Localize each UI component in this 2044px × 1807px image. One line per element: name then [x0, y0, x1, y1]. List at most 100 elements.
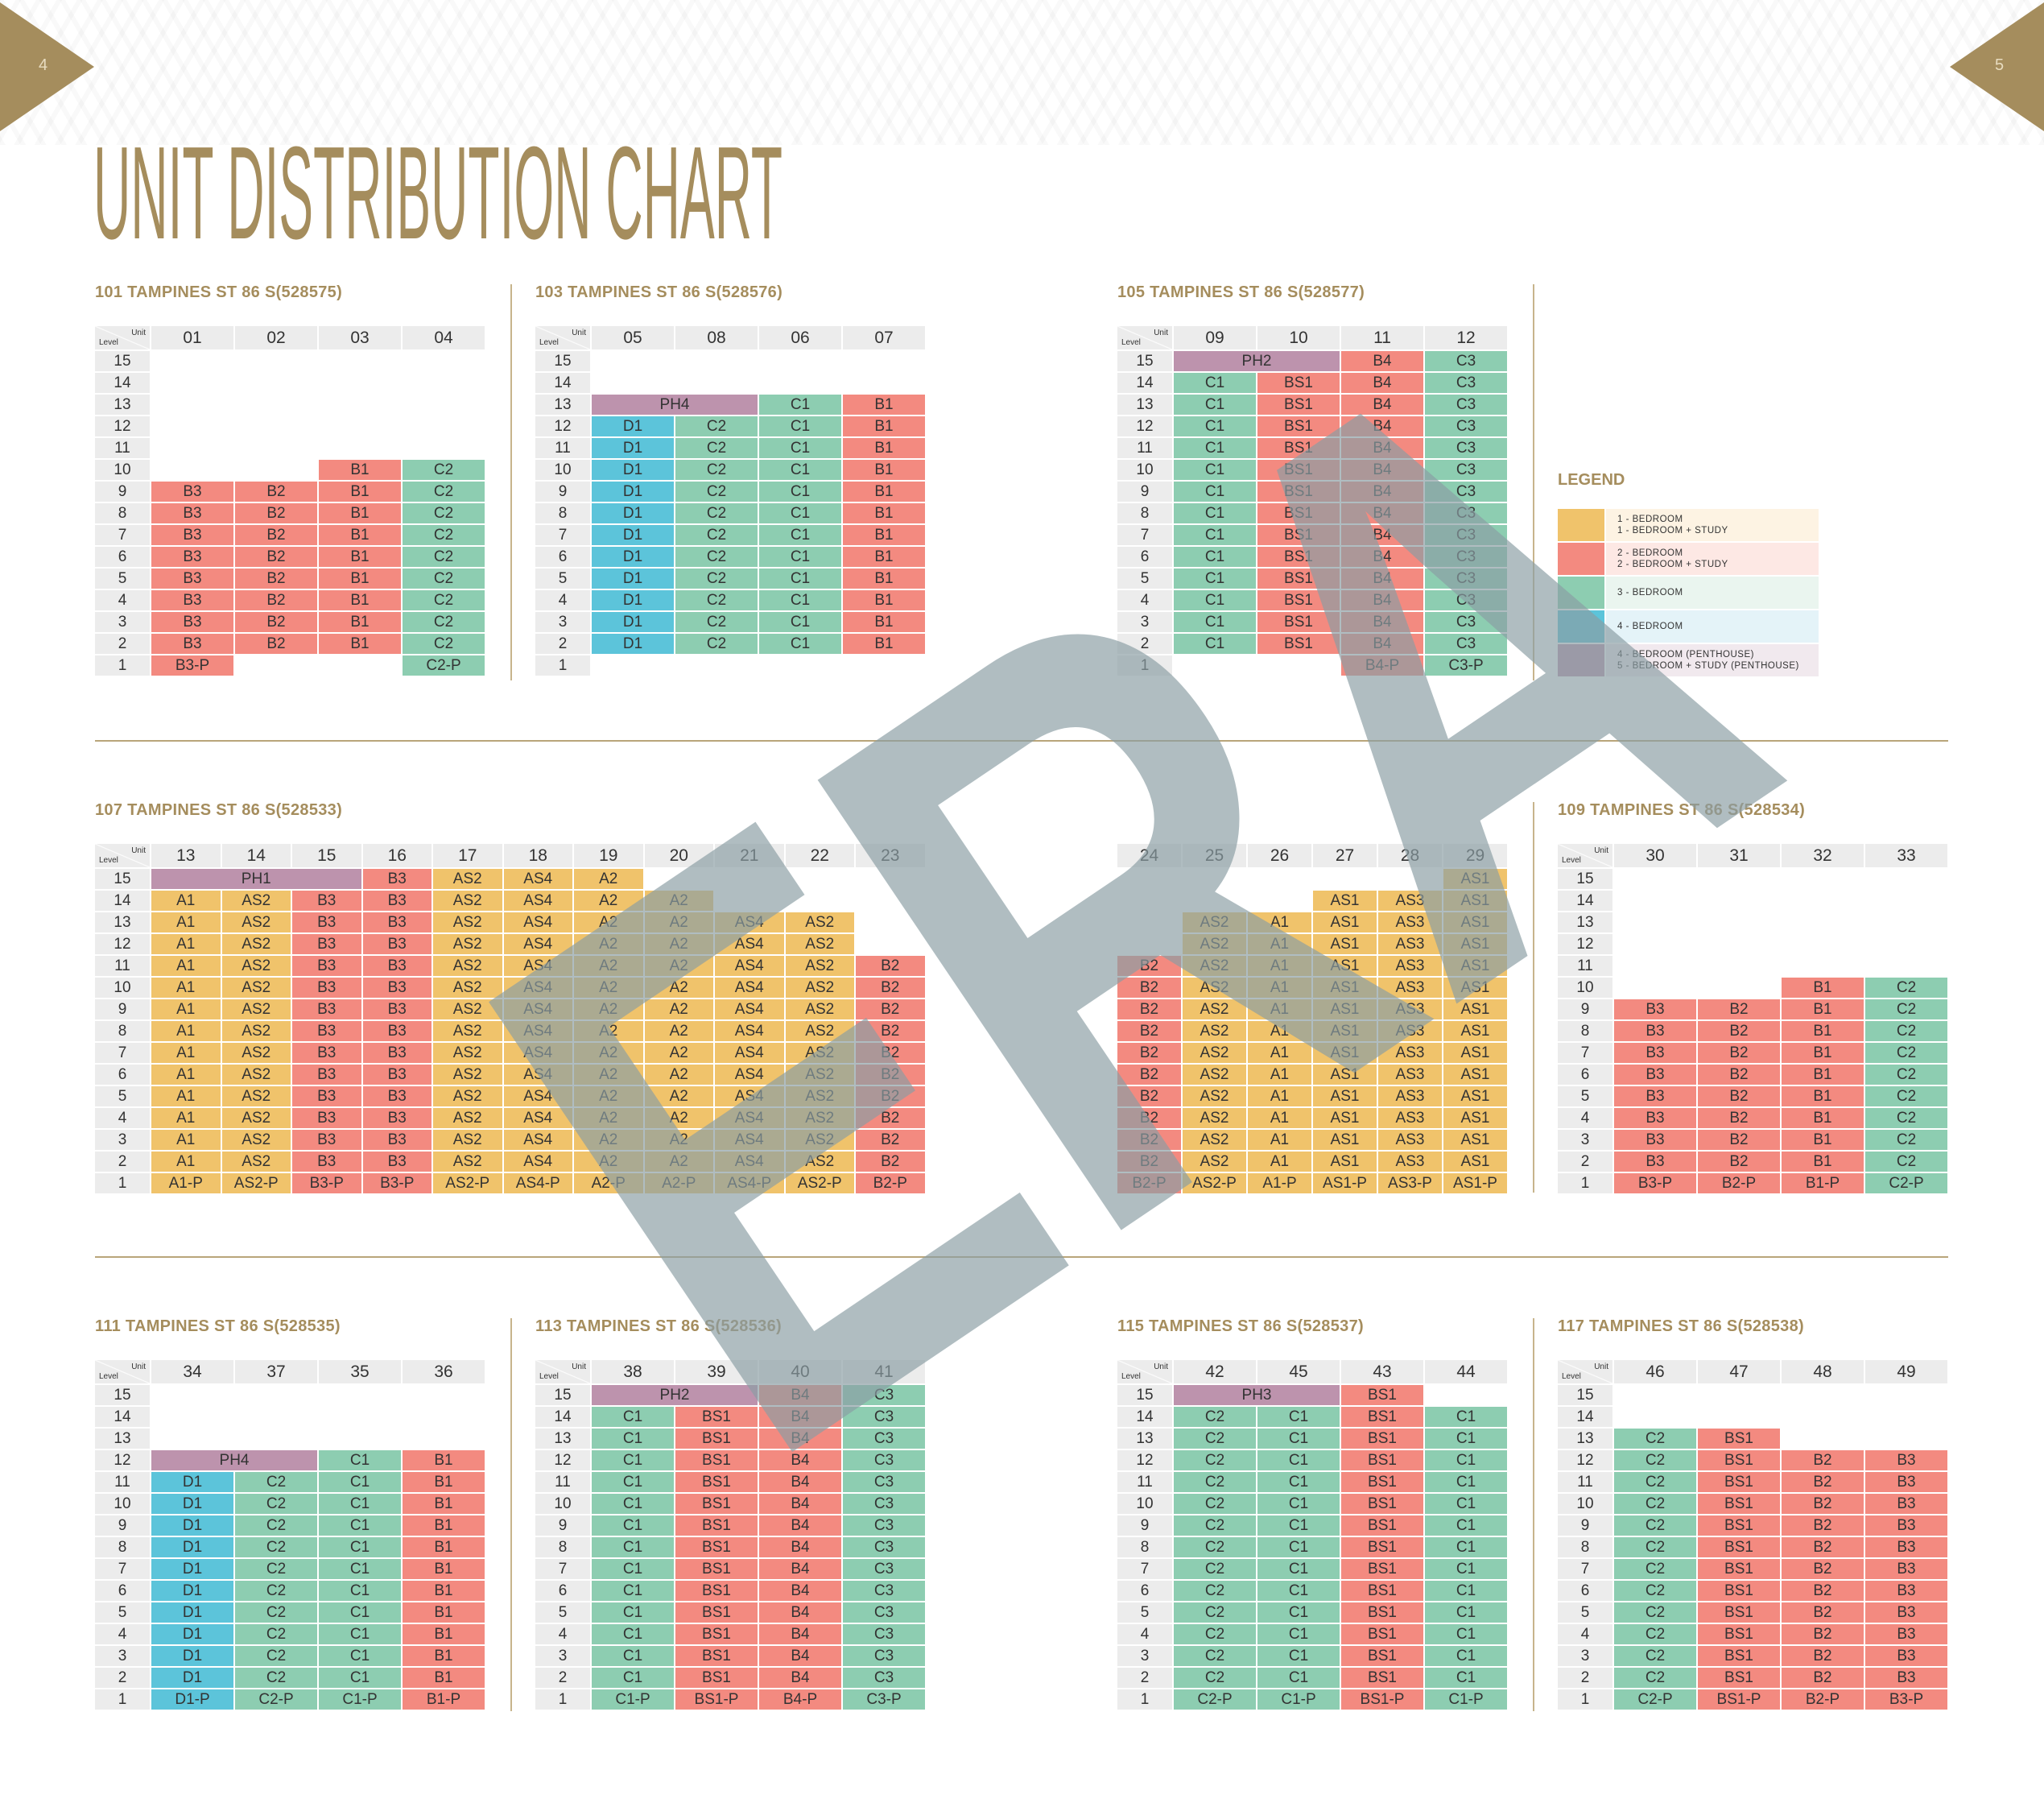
unit-column-header: 42 — [1174, 1360, 1256, 1383]
unit-cell: AS4 — [715, 1043, 784, 1063]
unit-cell: C2 — [1865, 1152, 1947, 1172]
unit-cell: C3 — [1425, 503, 1507, 523]
unit-cell: C2 — [1614, 1559, 1696, 1579]
empty-cell — [1865, 1385, 1947, 1405]
unit-cell: BS1 — [1341, 1515, 1423, 1536]
unit-cell: B4 — [759, 1515, 841, 1536]
unit-cell: AS2 — [221, 956, 291, 976]
level-label: 8 — [1558, 1021, 1612, 1041]
unit-cell: B1 — [403, 1646, 485, 1666]
empty-cell — [235, 416, 317, 436]
unit-cell: B4 — [759, 1450, 841, 1470]
level-label: 2 — [1117, 634, 1172, 654]
unit-cell: C2 — [1614, 1537, 1696, 1557]
unit-cell: B3 — [1614, 1108, 1696, 1128]
unit-cell: A1 — [1248, 912, 1311, 932]
unit-level-corner: Unit Level — [535, 326, 590, 349]
unit-cell: A2-P — [574, 1173, 643, 1193]
unit-cell: A1 — [151, 1108, 221, 1128]
unit-cell: AS4 — [715, 978, 784, 998]
unit-cell: C2 — [675, 547, 758, 567]
unit-cell: AS1 — [1443, 934, 1507, 954]
unit-cell: B1 — [403, 1624, 485, 1644]
unit-cell: A1 — [1248, 1021, 1311, 1041]
level-label: 12 — [535, 1450, 590, 1470]
unit-cell: C2 — [1614, 1581, 1696, 1601]
unit-cell: B2 — [1782, 1581, 1864, 1601]
unit-cell: B4 — [759, 1494, 841, 1514]
unit-cell: B2 — [1698, 1130, 1780, 1150]
level-label: 13 — [95, 912, 150, 932]
unit-cell: AS4 — [503, 934, 572, 954]
corner-unit-label: Unit — [572, 1362, 586, 1371]
unit-cell: BS1 — [675, 1602, 758, 1623]
unit-cell: C3 — [843, 1537, 925, 1557]
unit-cell: C1 — [319, 1472, 401, 1492]
unit-column-header: 40 — [759, 1360, 841, 1383]
level-label: 8 — [535, 1537, 590, 1557]
unit-cell: C2 — [1865, 1108, 1947, 1128]
empty-cell — [1614, 1407, 1696, 1427]
empty-cell — [1698, 891, 1780, 911]
unit-cell: A2 — [644, 934, 713, 954]
level-label: 9 — [1117, 482, 1172, 502]
unit-cell: AS1 — [1313, 1043, 1377, 1063]
unit-cell: C2 — [1174, 1559, 1256, 1579]
unit-cell: B1 — [1782, 1086, 1864, 1106]
unit-cell: B1 — [319, 525, 401, 545]
unit-column-header: 37 — [235, 1360, 317, 1383]
unit-cell: C1 — [592, 1668, 674, 1688]
unit-cell: D1 — [151, 1515, 233, 1536]
unit-cell: C2 — [403, 503, 485, 523]
unit-cell: C2 — [1174, 1450, 1256, 1470]
unit-cell: AS4 — [503, 912, 572, 932]
empty-cell — [786, 869, 855, 889]
unit-cell: C1 — [592, 1472, 674, 1492]
empty-cell — [1782, 1429, 1864, 1449]
level-label: 5 — [1117, 1602, 1172, 1623]
level-label: 3 — [95, 1646, 150, 1666]
empty-cell — [151, 1407, 233, 1427]
level-label: 9 — [1558, 999, 1612, 1019]
unit-cell: B1 — [843, 525, 925, 545]
unit-cell: B4 — [1341, 547, 1423, 567]
level-label: 10 — [95, 1494, 150, 1514]
unit-cell: C1 — [592, 1515, 674, 1536]
unit-column-header: 44 — [1425, 1360, 1507, 1383]
unit-cell: A1 — [1248, 1065, 1311, 1085]
empty-cell — [151, 351, 233, 371]
unit-cell: D1 — [592, 503, 674, 523]
unit-column-header: 15 — [292, 844, 361, 867]
level-label: 1 — [95, 655, 150, 676]
unit-cell: BS1 — [1698, 1559, 1780, 1579]
unit-cell: B3 — [1865, 1646, 1947, 1666]
unit-cell: BS1 — [1698, 1646, 1780, 1666]
unit-column-header: 24 — [1117, 844, 1181, 867]
unit-cell: AS1 — [1313, 1086, 1377, 1106]
unit-cell: AS1-P — [1443, 1173, 1507, 1193]
empty-cell — [319, 395, 401, 415]
unit-cell: AS2 — [433, 1043, 502, 1063]
unit-column-header: 02 — [235, 326, 317, 349]
unit-cell: A2 — [574, 956, 643, 976]
unit-cell: BS1 — [1698, 1624, 1780, 1644]
level-label: 6 — [95, 1065, 150, 1085]
unit-cell: AS2 — [221, 1065, 291, 1085]
unit-cell: B2-P — [1117, 1173, 1181, 1193]
empty-cell — [1378, 869, 1442, 889]
unit-cell: AS1 — [1443, 1065, 1507, 1085]
unit-cell: B3 — [362, 1130, 432, 1150]
unit-cell: B1 — [843, 547, 925, 567]
unit-cell: C1 — [759, 438, 841, 458]
unit-cell: C1 — [1257, 1407, 1340, 1427]
unit-cell: BS1 — [1341, 1407, 1423, 1427]
unit-cell: AS2 — [785, 1130, 854, 1150]
unit-cell: C2 — [675, 460, 758, 480]
level-label: 15 — [1117, 351, 1172, 371]
unit-level-corner: Unit Level — [535, 1360, 590, 1383]
empty-cell — [675, 373, 758, 393]
unit-cell: A2 — [574, 891, 643, 911]
unit-cell: C3 — [843, 1407, 925, 1427]
unit-cell: D1 — [151, 1602, 233, 1623]
unit-cell: AS2 — [785, 1152, 854, 1172]
